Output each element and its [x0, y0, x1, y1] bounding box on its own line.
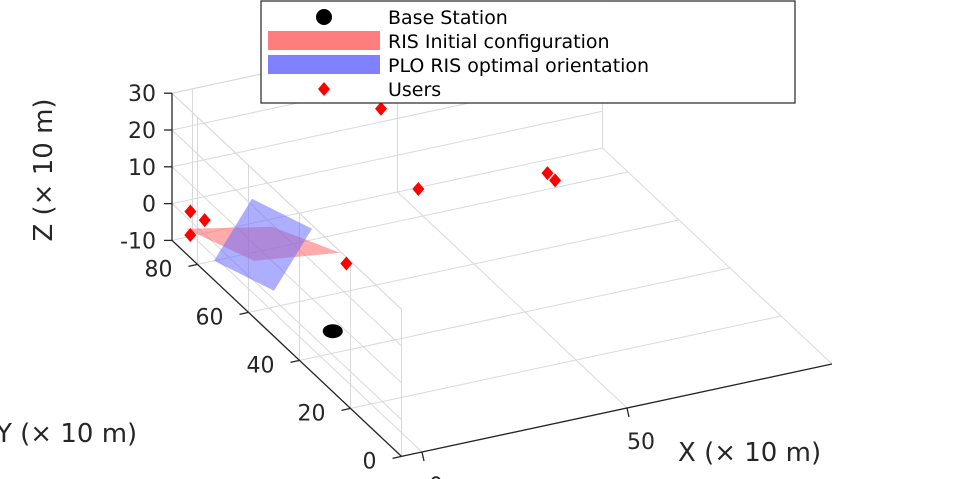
y-tick-label: 0 [363, 449, 377, 474]
legend: Base Station RIS Initial configuration P… [260, 0, 796, 104]
legend-base-station-label: Base Station [388, 7, 508, 29]
z-tick-label: 0 [142, 193, 156, 218]
y-tick-mark [290, 359, 300, 364]
y-tick-mark [392, 455, 402, 460]
legend-users-marker [318, 82, 330, 96]
z-tick-label: 30 [128, 82, 156, 107]
x-tick-label: 0 [429, 474, 443, 479]
user-marker [549, 173, 562, 188]
legend-base-station-marker [316, 9, 332, 25]
axes [164, 92, 833, 462]
y-tick-label: 40 [247, 353, 275, 378]
y-tick-label: 80 [145, 257, 173, 282]
box-edge [171, 92, 402, 310]
user-marker [375, 101, 387, 116]
legend-users-label: Users [388, 79, 441, 101]
grid-line [171, 166, 402, 384]
y-axis-label: Y (× 10 m) [0, 419, 137, 449]
y-tick-mark [188, 263, 198, 268]
z-tick-label: 10 [128, 156, 156, 181]
y-tick-mark [239, 311, 249, 316]
grid-line [248, 219, 680, 313]
tick-labels: 0 50 0 20 40 60 80 -10 0 10 20 30 [120, 82, 655, 479]
x-tick-mark [421, 451, 425, 462]
legend-box [260, 0, 796, 104]
x-axis-line [401, 363, 833, 458]
grid-line [397, 191, 628, 409]
y-tick-label: 20 [298, 401, 326, 426]
box-edge [602, 147, 833, 365]
user-marker [412, 182, 425, 197]
grid-line [350, 315, 782, 409]
grid-line [299, 267, 731, 361]
base-station-marker [322, 324, 343, 339]
user-marker [184, 204, 197, 219]
legend-ris-optimal-swatch [268, 55, 380, 74]
y-tick-label: 60 [196, 305, 224, 330]
user-marker [198, 213, 211, 228]
data-markers [184, 101, 562, 339]
x-axis-label: X (× 10 m) [678, 438, 821, 468]
z-axis-label: Z (× 10 m) [29, 98, 59, 241]
x-tick-mark [626, 407, 630, 418]
z-tick-label: -10 [120, 229, 156, 254]
legend-ris-initial-swatch [268, 31, 380, 50]
x-tick-label: 50 [627, 430, 655, 455]
grid-line [192, 235, 423, 453]
y-axis-line [171, 239, 402, 457]
ris-patches [186, 198, 340, 291]
z-tick-label: 20 [128, 119, 156, 144]
legend-ris-initial-label: RIS Initial configuration [388, 31, 610, 53]
ris-optimal-patch [214, 198, 312, 291]
user-marker [184, 228, 197, 243]
legend-ris-optimal-label: PLO RIS optimal orientation [388, 55, 649, 77]
grid-line [171, 110, 603, 205]
user-marker [340, 256, 353, 271]
user-marker [541, 166, 554, 181]
y-tick-mark [341, 407, 351, 412]
